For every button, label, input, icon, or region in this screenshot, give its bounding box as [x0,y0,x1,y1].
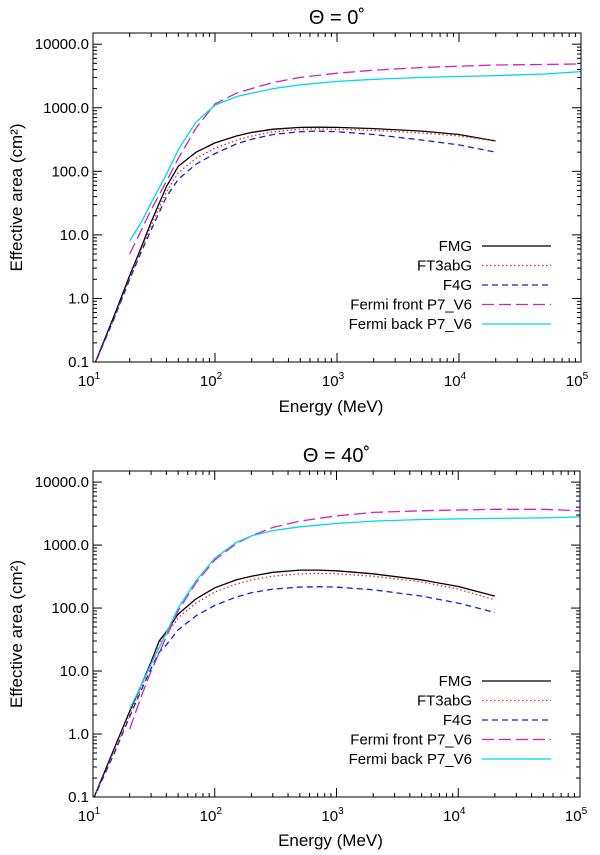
x-tick-label: 101 [78,371,101,390]
chart-title: Θ = 40˚ [303,445,370,467]
x-tick-label: 103 [321,806,344,825]
x-axis-label: Energy (MeV) [279,397,384,416]
series-line-4 [129,70,581,242]
y-tick-label: 1.0 [68,726,89,743]
x-tick-label: 104 [443,806,466,825]
y-axis-label: Effective area (cm²) [7,560,26,708]
y-tick-label: 10.0 [60,227,89,244]
y-tick-label: 100.0 [51,600,89,617]
y-tick-label: 1.0 [68,290,89,307]
series-group [93,508,580,797]
y-tick-label: 1000.0 [43,537,89,554]
x-tick-label: 105 [566,371,589,390]
chart-title: Θ = 0˚ [309,7,365,29]
chart-1: 0.1 1.0 10.0 100.0 1000.0 10000.0 101 102 103 104… [7,445,588,850]
x-tick-label: 104 [444,371,467,390]
legend-label: Fermi front P7_V6 [350,732,472,749]
legend-label: F4G [443,277,472,294]
series-group [94,63,581,362]
x-tick-label: 105 [565,806,588,825]
y-tick-label: 0.1 [68,354,89,371]
series-line-4 [129,516,580,710]
legend-label: Fermi back P7_V6 [349,316,472,333]
chart-0: 0.1 1.0 10.0 100.0 1000.0 10000.0 101 102 103 104… [7,7,589,416]
legend-label: FT3abG [417,258,472,275]
legend-label: F4G [443,712,472,729]
x-tick-label: 102 [200,371,223,390]
series-line-2 [94,130,496,362]
legend: FMG FT3abG F4G Fermi front P7_V6 Fermi back … [349,673,551,768]
series-line-3 [129,508,580,730]
y-tick-label: 10000.0 [35,474,89,491]
legend-label: FT3abG [417,693,472,710]
series-line-1 [94,128,496,362]
x-tick-label: 102 [200,806,223,825]
y-axis-label: Effective area (cm²) [7,123,26,271]
series-line-0 [94,126,496,362]
y-tick-label: 1000.0 [43,100,89,117]
x-axis-label: Energy (MeV) [278,831,383,850]
legend-label: Fermi front P7_V6 [350,297,472,314]
legend-label: FMG [439,238,472,255]
legend-label: Fermi back P7_V6 [349,751,472,768]
legend-label: FMG [439,673,472,690]
legend: FMG FT3abG F4G Fermi front P7_V6 Fermi back … [349,238,551,333]
x-tick-label: 103 [322,371,345,390]
x-tick-label: 101 [78,806,101,825]
y-tick-label: 10.0 [60,663,89,680]
y-tick-label: 10000.0 [35,36,89,53]
series-line-3 [129,63,581,255]
y-tick-label: 0.1 [68,789,89,806]
series-line-2 [93,586,496,797]
y-tick-label: 100.0 [51,163,89,180]
